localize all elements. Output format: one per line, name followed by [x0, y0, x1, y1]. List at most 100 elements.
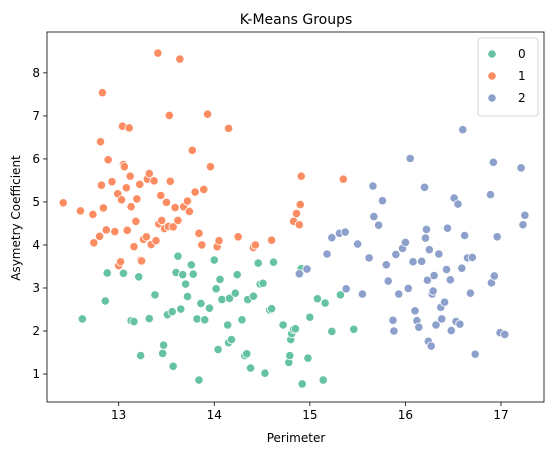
- scatter-point-group-0: [213, 344, 223, 355]
- scatter-point-group-0: [134, 272, 144, 282]
- x-axis-ticks: 13 14 15 16 17: [111, 402, 509, 422]
- scatter-point-group-1: [144, 168, 154, 179]
- scatter-point-group-2: [414, 322, 424, 332]
- scatter-point-group-0: [150, 290, 160, 300]
- scatter-point-group-0: [248, 291, 259, 301]
- scatter-point-group-0: [217, 295, 227, 305]
- scatter-point-group-0: [118, 268, 129, 278]
- scatter-point-group-2: [408, 257, 418, 267]
- scatter-point-group-2: [428, 286, 438, 296]
- scatter-point-group-1: [223, 123, 234, 133]
- scatter-point-group-0: [192, 314, 202, 324]
- scatter-point-group-0: [224, 293, 235, 303]
- scatter-point-group-2: [374, 220, 384, 230]
- scatter-point-group-0: [200, 315, 210, 325]
- y-tick-label: 1: [32, 367, 40, 381]
- scatter-point-group-0: [178, 270, 188, 280]
- x-tick-label: 17: [493, 408, 508, 422]
- scatter-point-group-2: [518, 220, 528, 230]
- scatter-point-group-1: [121, 183, 131, 193]
- scatter-point-group-1: [157, 215, 167, 226]
- y-tick-label: 5: [32, 195, 40, 209]
- scatter-point-group-2: [383, 276, 393, 286]
- scatter-point-group-0: [204, 303, 215, 313]
- scatter-point-group-2: [294, 269, 304, 279]
- y-tick-label: 6: [32, 152, 40, 166]
- legend: 0 1 2: [477, 37, 539, 117]
- scatter-point-group-2: [394, 289, 404, 299]
- scatter-point-group-0: [278, 320, 288, 330]
- scatter-point-group-1: [137, 256, 147, 266]
- scatter-point-group-1: [165, 176, 175, 186]
- scatter-point-group-0: [258, 278, 268, 288]
- scatter-point-group-2: [442, 223, 453, 233]
- scatter-point-group-2: [381, 260, 391, 270]
- scatter-point-group-1: [161, 197, 172, 207]
- scatter-point-group-1: [125, 171, 135, 181]
- scatter-point-group-1: [103, 155, 113, 165]
- scatter-point-group-0: [186, 260, 196, 270]
- scatter-point-group-0: [327, 326, 337, 337]
- scatter-point-group-2: [340, 227, 350, 237]
- scatter-point-group-2: [441, 264, 452, 275]
- x-tick-label: 16: [398, 408, 413, 422]
- scatter-point-group-1: [132, 194, 142, 204]
- scatter-point-group-0: [167, 307, 177, 317]
- scatter-point-group-1: [205, 162, 216, 172]
- scatter-point-group-2: [492, 232, 502, 242]
- y-tick-label: 7: [32, 109, 40, 123]
- x-tick-label: 14: [207, 408, 222, 422]
- scatter-point-group-2: [389, 326, 399, 336]
- scatter-point-group-0: [144, 313, 154, 324]
- scatter-point-group-1: [58, 198, 68, 208]
- scatter-point-group-1: [119, 162, 130, 172]
- scatter-point-group-1: [233, 232, 243, 242]
- scatter-point-group-2: [426, 341, 436, 351]
- scatter-point-group-1: [294, 220, 304, 230]
- scatter-point-group-0: [194, 375, 204, 385]
- scatter-point-group-1: [151, 236, 161, 246]
- scatter-point-group-1: [170, 202, 180, 213]
- scatter-point-group-0: [209, 255, 219, 265]
- scatter-point-group-1: [95, 137, 106, 147]
- scatter-point-group-1: [97, 88, 108, 98]
- scatter-point-group-2: [467, 252, 477, 263]
- scatter-point-group-1: [156, 190, 166, 201]
- scatter-point-group-0: [305, 312, 315, 322]
- scatter-point-group-1: [135, 179, 145, 189]
- scatter-point-group-1: [267, 235, 277, 245]
- scatter-point-group-2: [369, 211, 379, 222]
- scatter-point-group-0: [242, 349, 252, 359]
- scatter-point-group-0: [159, 340, 169, 350]
- scatter-point-group-0: [100, 296, 110, 306]
- scatter-point-group-1: [197, 240, 207, 250]
- scatter-point-group-0: [267, 304, 277, 314]
- scatter-point-group-0: [188, 269, 198, 279]
- scatter-point-group-1: [89, 238, 99, 248]
- scatter-point-group-1: [126, 202, 136, 212]
- scatter-point-group-0: [226, 335, 237, 345]
- scatter-point-group-1: [194, 228, 204, 238]
- scatter-point-group-2: [410, 306, 420, 316]
- scatter-point-group-2: [470, 349, 480, 359]
- scatter-point-group-1: [75, 206, 86, 216]
- scatter-point-group-1: [122, 225, 132, 235]
- scatter-point-group-1: [295, 199, 305, 210]
- scatter-point-group-2: [419, 182, 430, 192]
- y-tick-label: 3: [32, 281, 40, 295]
- legend-marker-2: [487, 93, 497, 103]
- scatter-point-group-2: [377, 196, 388, 206]
- scatter-point-group-2: [439, 297, 450, 307]
- scatter-point-group-2: [446, 325, 456, 336]
- scatter-point-group-2: [434, 249, 444, 259]
- scatter-point-group-0: [318, 375, 328, 385]
- scatter-point-group-1: [129, 242, 139, 252]
- legend-label-0: 0: [518, 47, 526, 61]
- scatter-point-group-2: [455, 319, 465, 329]
- scatter-point-group-2: [327, 233, 337, 243]
- scatter-point-group-1: [199, 184, 209, 195]
- scatter-point-group-2: [353, 239, 363, 249]
- scatter-point-group-1: [98, 203, 108, 213]
- scatter-point-group-2: [429, 270, 439, 281]
